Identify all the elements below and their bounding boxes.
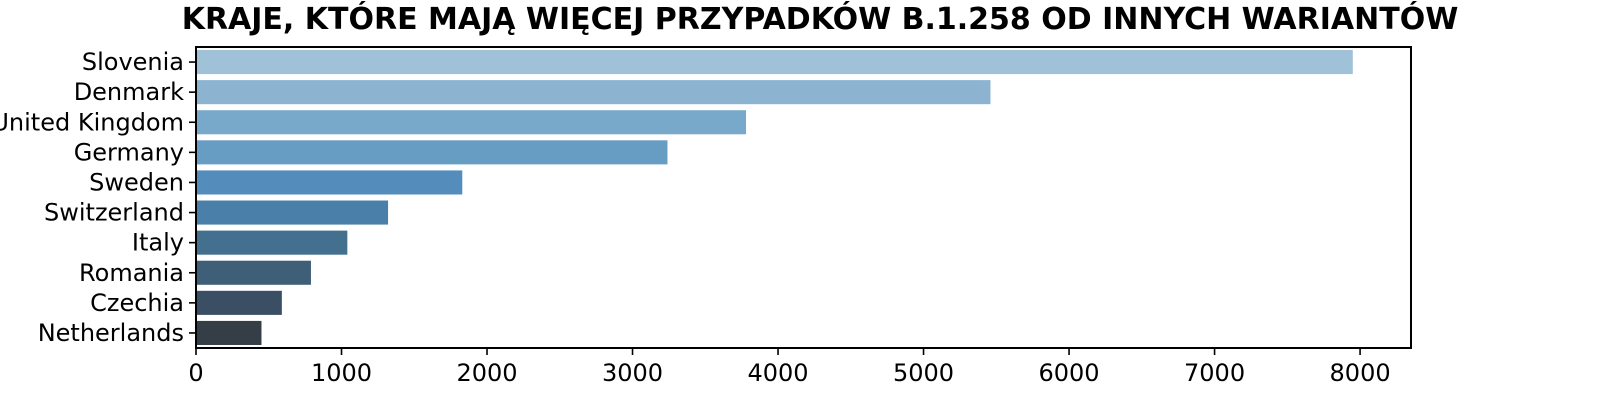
y-tick-label: Sweden: [89, 168, 184, 196]
y-tick-label: Czechia: [90, 289, 184, 317]
bar-sweden: [196, 170, 463, 195]
x-tick-label: 0: [188, 359, 203, 387]
x-tick-label: 4000: [747, 359, 808, 387]
y-tick-label: United Kingdom: [0, 108, 184, 136]
bars-layer: [196, 50, 1353, 345]
x-tick-label: 1000: [311, 359, 372, 387]
x-axis: 0 1000 2000 3000 4000 5000 6000 7000 8000: [188, 348, 1391, 387]
x-tick-label: 5000: [893, 359, 954, 387]
bar-romania: [196, 260, 311, 285]
x-tick-label: 7000: [1184, 359, 1245, 387]
y-tick-label: Romania: [79, 259, 184, 287]
bar-italy: [196, 230, 348, 255]
x-tick-label: 2000: [456, 359, 517, 387]
plot-frame: [195, 46, 1412, 349]
x-tick-label: 6000: [1039, 359, 1100, 387]
x-tick-label: 3000: [602, 359, 663, 387]
y-tick-label: Slovenia: [82, 48, 184, 76]
y-tick-label: Italy: [132, 229, 184, 257]
y-tick-label: Denmark: [74, 78, 184, 106]
bar-slovenia: [196, 50, 1353, 75]
x-tick-label: 8000: [1330, 359, 1391, 387]
y-tick-label: Switzerland: [44, 199, 184, 227]
chart-title: KRAJE, KTÓRE MAJĄ WIĘCEJ PRZYPADKÓW B.1.…: [182, 0, 1459, 37]
bar-germany: [196, 140, 668, 165]
y-tick-label: Netherlands: [38, 319, 184, 347]
bar-czechia: [196, 290, 282, 315]
bar-united-kingdom: [196, 110, 747, 135]
bar-switzerland: [196, 200, 389, 225]
bar-denmark: [196, 80, 991, 105]
bar-netherlands: [196, 320, 262, 345]
y-tick-label: Germany: [74, 138, 184, 166]
